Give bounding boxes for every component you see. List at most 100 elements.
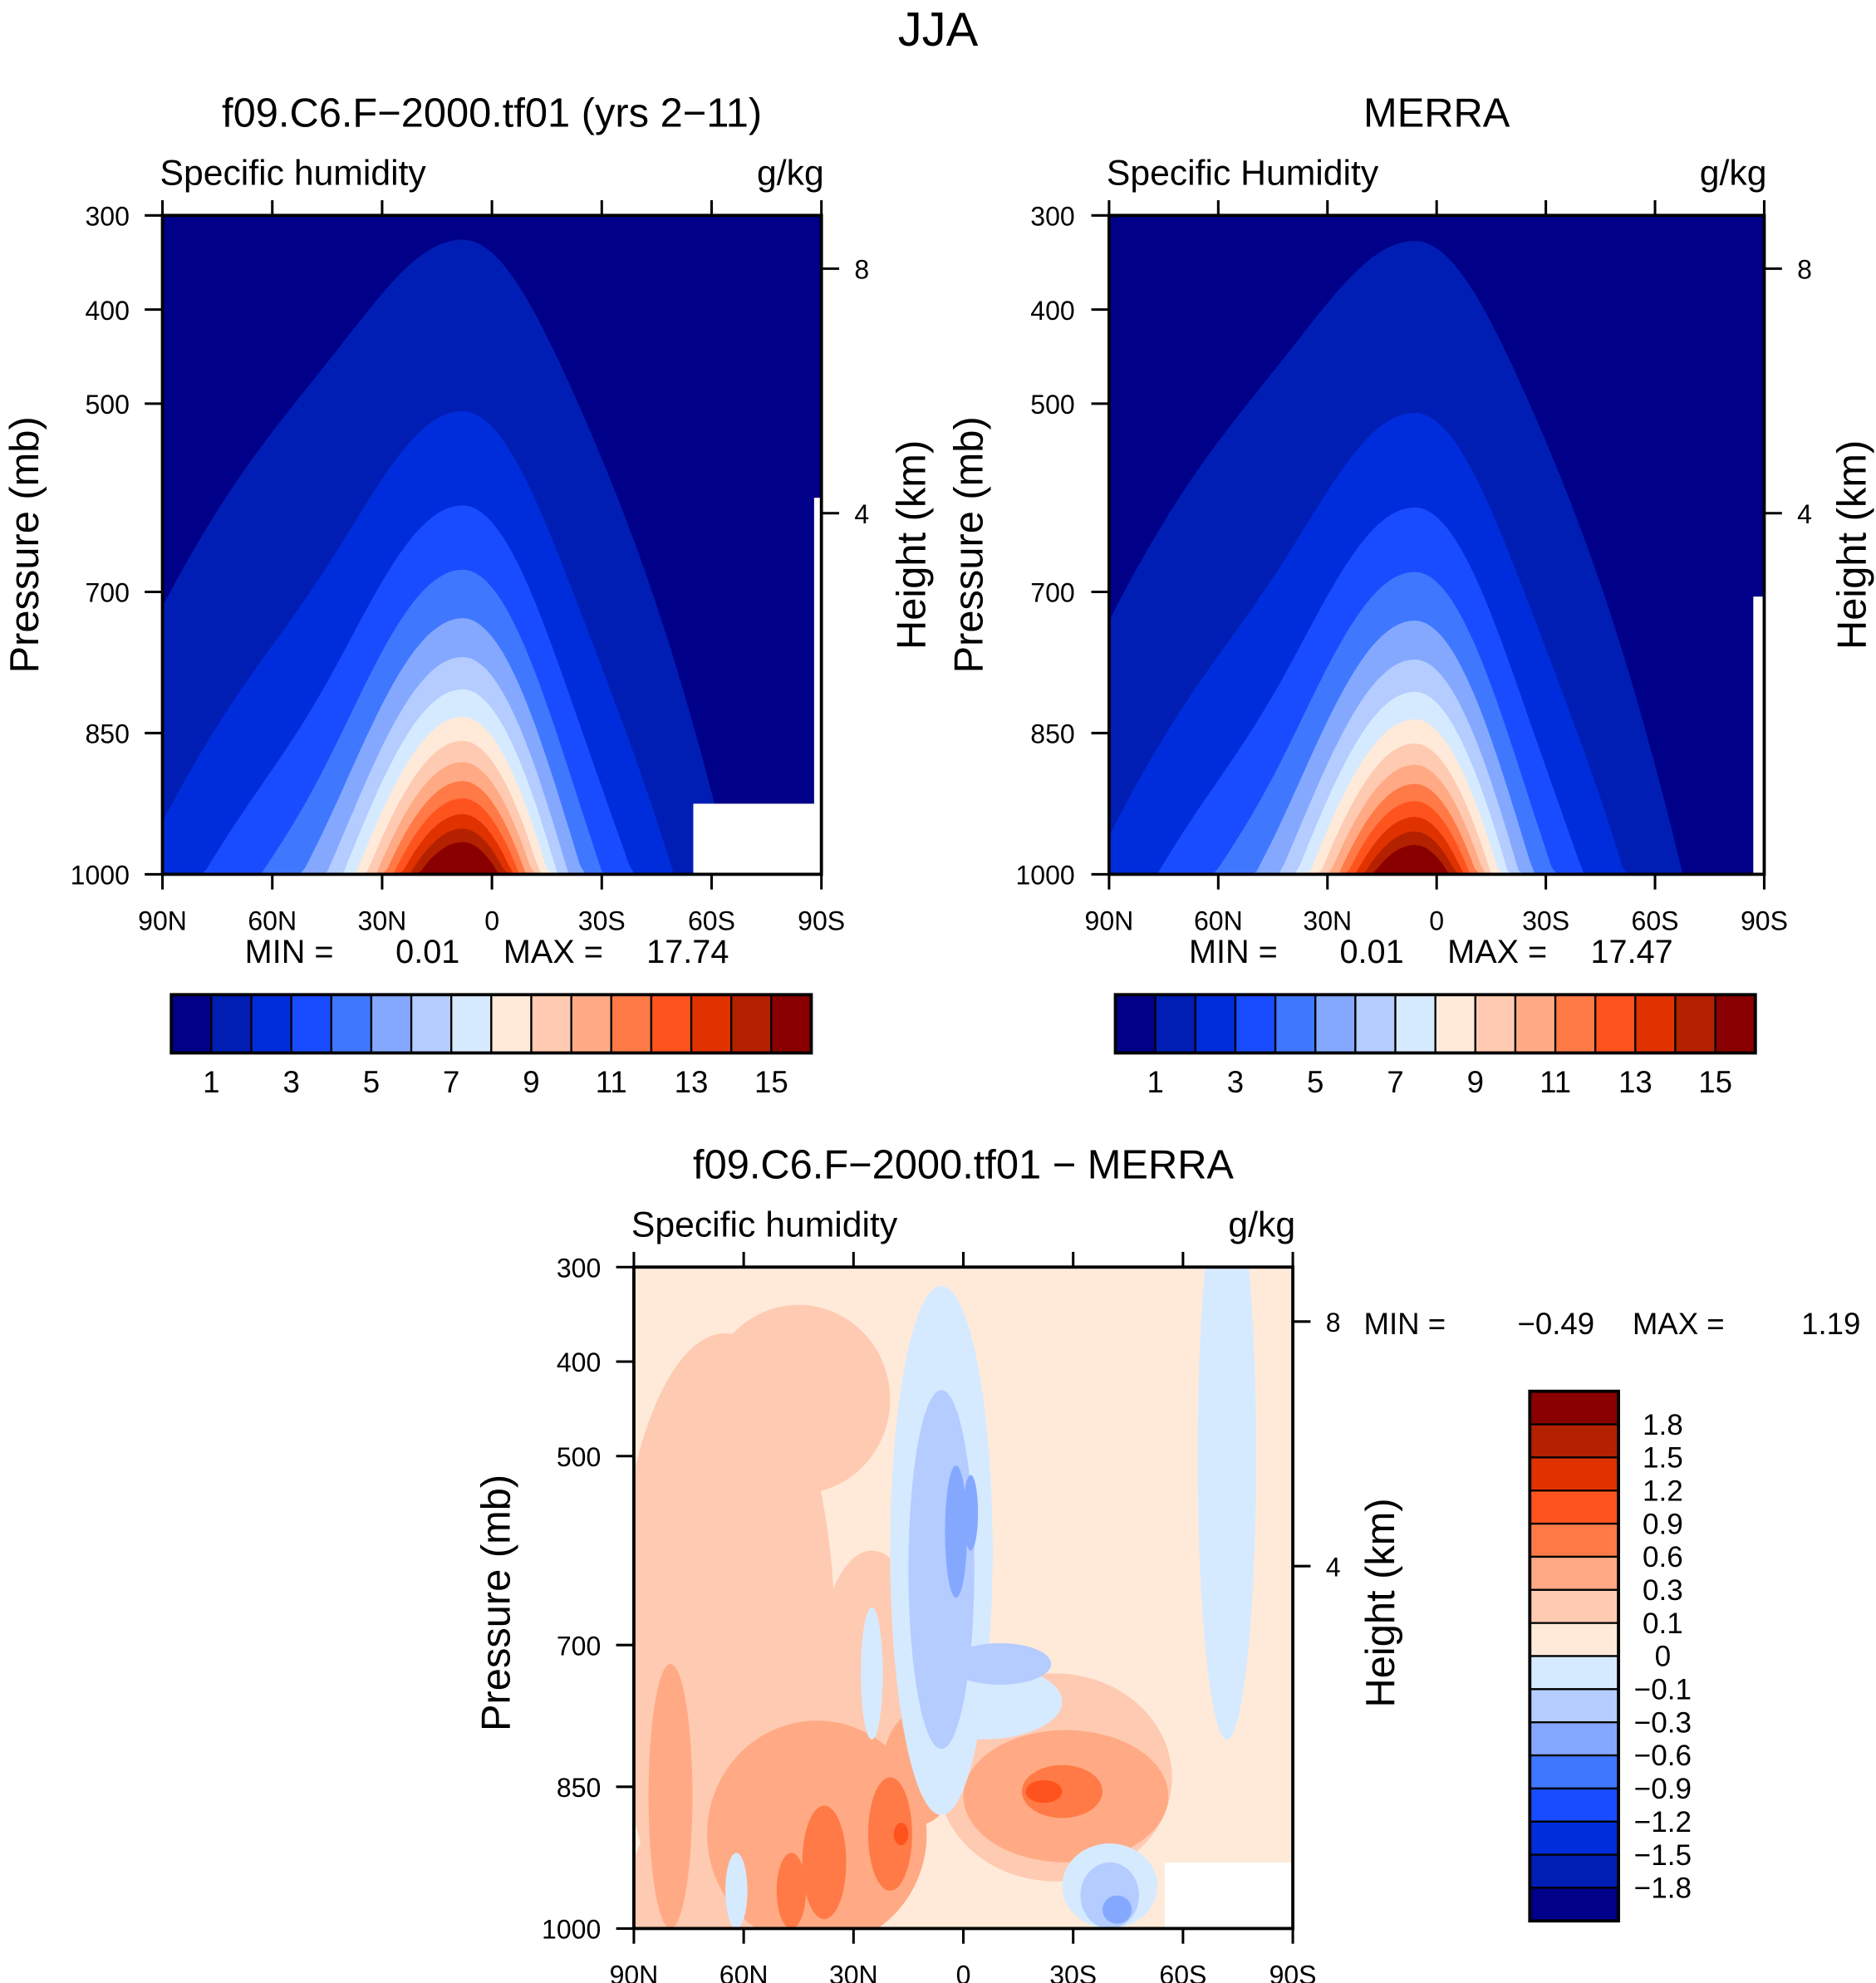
- colorbar-box: [570, 994, 612, 1054]
- y-tick-label: 1000: [542, 1915, 601, 1945]
- colorbar-box: [1529, 1456, 1620, 1492]
- min-label: MIN =: [1189, 934, 1278, 970]
- missing-data-region: [1753, 596, 1765, 875]
- contour-blob: [802, 1805, 847, 1920]
- x-tick-label: 30N: [358, 906, 407, 936]
- colorbar-box: [290, 994, 332, 1054]
- height-axis-label: Height (km): [1829, 440, 1874, 650]
- colorbar-box: [770, 994, 813, 1054]
- colorbar-label: 3: [282, 1065, 299, 1099]
- contour-band-level-14: [1108, 831, 1765, 875]
- contour-band-level-14: [162, 828, 822, 875]
- colorbar-box: [1194, 994, 1237, 1054]
- colorbar-box: [1554, 994, 1597, 1054]
- colorbar-box: [1529, 1887, 1620, 1922]
- colorbar-box: [330, 994, 373, 1054]
- x-tick-label: 30N: [1303, 906, 1352, 936]
- colorbar-box: [250, 994, 292, 1054]
- max-label: MAX =: [503, 934, 603, 970]
- colorbar-box: [1529, 1423, 1620, 1459]
- pressure-axis-label: Pressure (mb): [474, 1475, 518, 1731]
- x-tick-label: 0: [956, 1961, 971, 1983]
- contour-blob: [1197, 1267, 1256, 1740]
- max-value: 17.47: [1590, 934, 1672, 970]
- colorbar-box: [450, 994, 493, 1054]
- missing-data-region: [693, 803, 822, 875]
- x-tick-label: 90S: [1269, 1961, 1317, 1983]
- x-tick-label: 90S: [798, 906, 845, 936]
- colorbar-box: [1474, 994, 1517, 1054]
- height-tick-label: 4: [854, 499, 869, 529]
- height-axis-label: Height (km): [1358, 1498, 1403, 1707]
- colorbar-label: 5: [363, 1065, 380, 1099]
- height-tick-label: 4: [1797, 499, 1812, 529]
- contour-field: [633, 1267, 1294, 1929]
- colorbar: 1.81.51.20.90.60.30.10−0.1−0.3−0.6−0.9−1…: [1528, 1389, 1692, 1923]
- colorbar-label: −1.5: [1634, 1839, 1692, 1872]
- min-value: −0.49: [1517, 1307, 1594, 1341]
- contour-blob: [963, 1475, 979, 1551]
- colorbar-box: [1529, 1655, 1620, 1691]
- y-tick-label: 300: [1030, 201, 1074, 231]
- x-tick-label: 30S: [1522, 906, 1569, 936]
- y-tick-label: 850: [557, 1773, 601, 1803]
- x-tick-label: 90N: [610, 1961, 659, 1983]
- colorbar-box: [1314, 994, 1357, 1054]
- right-string: g/kg: [1700, 154, 1767, 194]
- left-string: Specific Humidity: [1107, 154, 1379, 194]
- x-tick-label: 30S: [578, 906, 626, 936]
- y-tick-label: 400: [1030, 296, 1074, 326]
- colorbar-label: 9: [523, 1065, 539, 1099]
- contour-blob: [776, 1853, 807, 1929]
- height-tick-label: 8: [1326, 1308, 1341, 1338]
- colorbar-label: 1.5: [1643, 1442, 1683, 1475]
- x-tick-label: 60N: [1194, 906, 1243, 936]
- y-tick-label: 1000: [71, 861, 130, 891]
- colorbar-frame: [169, 993, 813, 1055]
- contour-blob: [725, 1853, 748, 1929]
- colorbar-box: [1529, 1721, 1620, 1757]
- colorbar-frame: [1528, 1389, 1620, 1923]
- contour-band-level-13: [162, 813, 822, 875]
- colorbar-label: 9: [1467, 1065, 1484, 1099]
- y-tick-label: 300: [85, 201, 129, 231]
- colorbar-box: [1529, 1853, 1620, 1889]
- max-label: MAX =: [1633, 1307, 1725, 1341]
- colorbar-box: [1114, 994, 1157, 1054]
- x-tick-label: 90N: [138, 906, 187, 936]
- max-value: 1.19: [1801, 1307, 1860, 1341]
- colorbar-box: [690, 994, 733, 1054]
- min-label: MIN =: [1363, 1307, 1446, 1341]
- x-tick-label: 90N: [1085, 906, 1134, 936]
- panel-3: f09.C6.F−2000.tf01 − MERRA Specific humid…: [474, 1142, 1860, 1983]
- colorbar-box: [1529, 1622, 1620, 1657]
- colorbar: 1 3 5 7 9 11 13 15: [169, 993, 813, 1099]
- colorbar-box: [1154, 994, 1196, 1054]
- x-tick-label: 60N: [719, 1961, 769, 1983]
- colorbar-label: −0.9: [1634, 1773, 1692, 1805]
- colorbar-label: 0.6: [1643, 1541, 1683, 1573]
- contour-blob: [648, 1663, 693, 1929]
- colorbar: 1 3 5 7 9 11 13 15: [1113, 993, 1757, 1099]
- right-string: g/kg: [757, 154, 824, 194]
- x-tick-label: 60S: [688, 906, 735, 936]
- colorbar-box: [1594, 994, 1637, 1054]
- colorbar-label: −0.3: [1634, 1706, 1692, 1739]
- y-tick-label: 500: [1030, 390, 1074, 420]
- panel-1: f09.C6.F−2000.tf01 (yrs 2−11) Specific hu…: [2, 91, 935, 1099]
- colorbar-label: −1.2: [1634, 1806, 1692, 1838]
- panel-title: f09.C6.F−2000.tf01 − MERRA: [693, 1142, 1234, 1187]
- contour-blob: [867, 1777, 912, 1891]
- colorbar-box: [650, 994, 693, 1054]
- colorbar-box: [170, 994, 213, 1054]
- contour-blob: [1102, 1895, 1132, 1924]
- colorbar-box: [1394, 994, 1436, 1054]
- colorbar-label: 15: [754, 1065, 788, 1099]
- y-tick-label: 850: [85, 719, 129, 749]
- colorbar-box: [1529, 1754, 1620, 1790]
- contour-blob: [948, 1642, 1052, 1685]
- colorbar-box: [1529, 1787, 1620, 1823]
- colorbar-box: [1234, 994, 1277, 1054]
- missing-data-region: [813, 498, 822, 875]
- y-tick-label: 850: [1030, 719, 1074, 749]
